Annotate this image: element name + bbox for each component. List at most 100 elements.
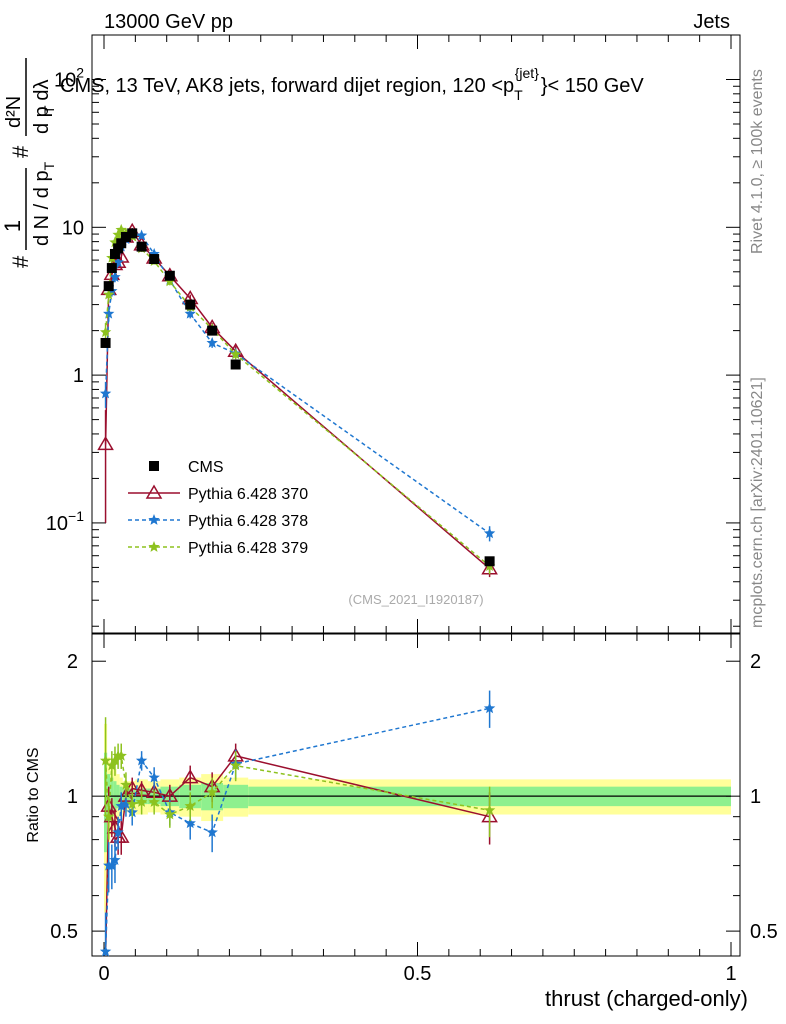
legend-label: Pythia 6.428 379 (188, 540, 308, 557)
ratio-point (109, 854, 121, 865)
ratio-point (115, 800, 127, 811)
data-point (99, 326, 112, 338)
data-point (230, 359, 241, 370)
data-point (109, 236, 121, 248)
svg-text:T: T (41, 105, 57, 114)
legend-marker (149, 461, 159, 471)
data-point (185, 299, 196, 310)
data-point (103, 281, 114, 292)
ratio-point (115, 749, 127, 761)
ratio-series-pythia-6-428-379 (99, 717, 496, 840)
y-axis-label: # 1 d N / d pT # d²N d p dλ T (0, 58, 57, 268)
legend-item: Pythia 6.428 370 (128, 484, 308, 503)
ratio-line (104, 707, 490, 952)
data-point (100, 337, 111, 348)
ratio-point (112, 826, 124, 838)
series-cms (100, 228, 495, 567)
svg-text:#: # (8, 145, 33, 158)
x-tick-label: 1 (725, 963, 736, 985)
ratio-point (148, 771, 160, 783)
data-point (97, 435, 114, 451)
data-point (184, 307, 196, 319)
data-point (113, 243, 124, 254)
data-point (207, 325, 218, 336)
legend-marker (148, 514, 160, 525)
legend: CMS Pythia 6.428 370 Pythia 6.428 378 Pythi… (128, 459, 308, 557)
data-point (164, 275, 176, 287)
ratio-point (120, 778, 132, 790)
data-point (109, 248, 120, 259)
data-point (164, 270, 175, 281)
svg-text:d p dλ: d p dλ (31, 80, 53, 134)
svg-text:d²N: d²N (3, 96, 25, 128)
svg-text:d N / d pT: d N / d pT (31, 161, 57, 246)
legend-item: Pythia 6.428 378 (128, 513, 308, 530)
ratio-series-group (99, 690, 498, 957)
ratio-tick-label-left: 2 (67, 651, 78, 673)
y-tick-label: 1 (73, 365, 84, 387)
ratio-tick-label-left: 1 (67, 786, 78, 808)
ratio-point (135, 796, 148, 807)
main-series-group (97, 222, 498, 578)
data-point (484, 556, 495, 567)
ratio-point (206, 826, 218, 838)
ratio-series-pythia-6-428-370 (100, 743, 498, 957)
main-plot-frame (91, 34, 741, 634)
data-point (120, 231, 131, 242)
ratio-axis-label: Ratio to CMS (25, 747, 42, 842)
legend-label: Pythia 6.428 370 (188, 486, 308, 503)
data-point (127, 228, 138, 239)
ratio-point (164, 808, 176, 820)
ratio-point (206, 786, 218, 798)
data-point (136, 241, 147, 252)
data-point (109, 271, 121, 282)
header-left: 13000 GeV pp (104, 11, 233, 33)
ratio-tick-label-right: 0.5 (750, 921, 778, 943)
y-tick-label: 10 (62, 217, 84, 239)
ratio-point (148, 796, 160, 807)
svg-text:#: # (8, 255, 33, 268)
data-point (103, 288, 115, 300)
ratio-point (483, 804, 496, 816)
ratio-point (103, 810, 115, 822)
x-axis-label: thrust (charged-only) (545, 986, 748, 1011)
ratio-tick-label-right: 1 (750, 786, 761, 808)
svg-text:1: 1 (0, 220, 25, 232)
ratio-axis-ticks: 0.5 0.5 1 1 2 2 (50, 651, 778, 943)
ratio-point (126, 798, 138, 809)
mcplots-label: mcplots.cern.ch [arXiv:2401.10621] (749, 377, 766, 628)
legend-label: Pythia 6.428 378 (188, 513, 308, 530)
data-point (230, 348, 242, 360)
chart-title: CMS, 13 TeV, AK8 jets, forward dijet reg… (60, 65, 644, 103)
ratio-uncertainty-bands (104, 723, 731, 913)
ratio-tick-label-right: 2 (750, 651, 761, 673)
ratio-band-inner (110, 777, 114, 817)
legend-label: CMS (188, 459, 224, 476)
y-tick-label: 102 (54, 64, 84, 91)
data-point (149, 254, 160, 265)
data-point (206, 337, 218, 348)
header-right: Jets (693, 11, 730, 33)
analysis-watermark: (CMS_2021_I1920187) (348, 592, 483, 607)
ratio-plot-frame (91, 633, 741, 957)
ratio-series-pythia-6-428-378 (99, 690, 496, 957)
x-tick-label: 0.5 (404, 963, 432, 985)
data-point (106, 263, 117, 274)
data-point (135, 229, 148, 241)
x-tick-label: 0 (98, 963, 109, 985)
data-point (483, 527, 496, 539)
ratio-point (120, 798, 132, 809)
ratio-point (99, 754, 112, 766)
ratio-band-inner (113, 781, 117, 813)
ratio-point (230, 759, 242, 771)
ratio-point (184, 817, 196, 829)
data-point (103, 307, 115, 319)
legend-marker (145, 484, 163, 499)
ratio-point (135, 754, 148, 766)
legend-marker (148, 541, 160, 552)
legend-item: Pythia 6.428 379 (128, 540, 308, 557)
data-point (116, 238, 127, 249)
legend-item: CMS (149, 459, 224, 476)
ratio-tick-label-left: 0.5 (50, 921, 78, 943)
ratio-point (99, 945, 112, 957)
